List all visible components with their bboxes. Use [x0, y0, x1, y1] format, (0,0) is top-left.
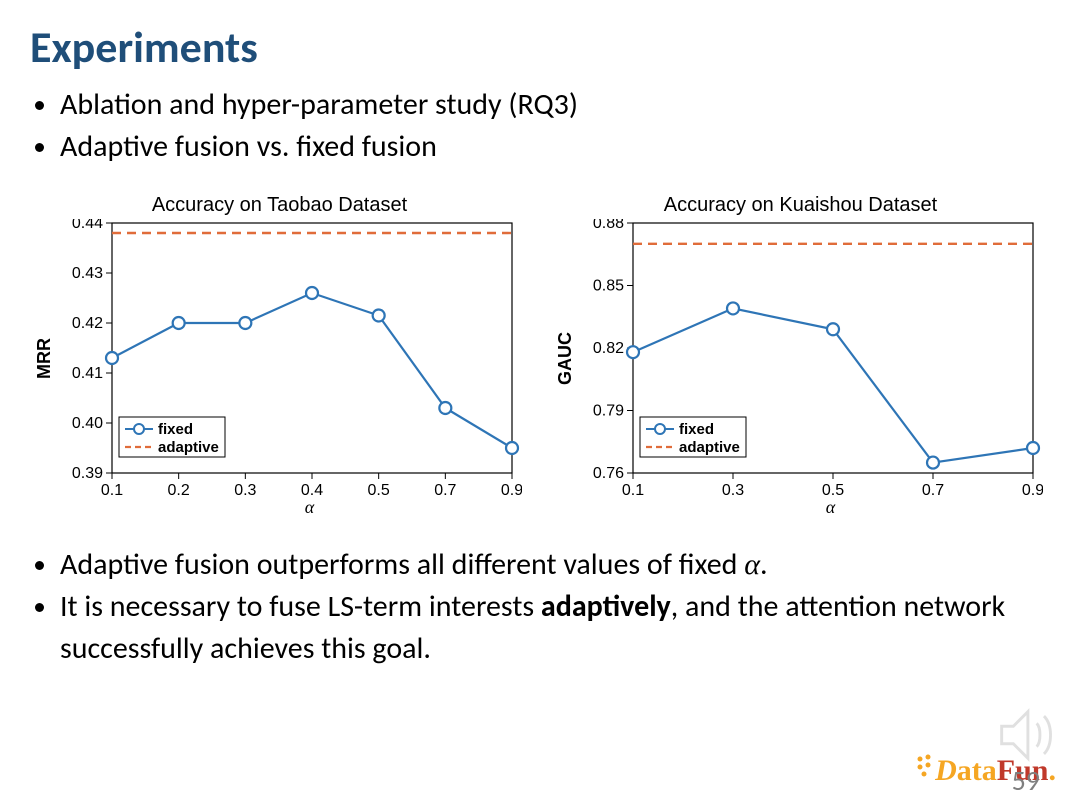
logo-dots-icon: [915, 752, 937, 780]
slide-number: 59: [1012, 763, 1040, 798]
logo-ata: ata: [957, 754, 997, 788]
chart-title: Accuracy on Kuaishou Dataset: [555, 194, 1046, 217]
svg-text:0.9: 0.9: [1022, 482, 1043, 497]
svg-text:0.5: 0.5: [822, 482, 844, 497]
logo-dot: .: [1049, 754, 1057, 788]
chart-ylabel: MRR: [34, 338, 55, 379]
svg-text:0.4: 0.4: [301, 482, 323, 497]
svg-text:0.82: 0.82: [593, 340, 624, 357]
svg-text:adaptive: adaptive: [158, 439, 219, 456]
svg-text:0.40: 0.40: [72, 415, 103, 432]
svg-text:0.7: 0.7: [922, 482, 944, 497]
alpha-symbol: α: [744, 548, 760, 581]
svg-text:0.3: 0.3: [234, 482, 256, 497]
svg-text:0.42: 0.42: [72, 315, 103, 332]
svg-text:0.5: 0.5: [368, 482, 390, 497]
bold-text: adaptively: [541, 588, 671, 625]
chart-ylabel: GAUC: [555, 332, 576, 385]
chart-title: Accuracy on Taobao Dataset: [34, 194, 525, 217]
logo-d: D: [935, 754, 957, 788]
svg-text:0.39: 0.39: [72, 465, 103, 482]
text: It is necessary to fuse LS-term interest…: [60, 588, 541, 625]
text: Adaptive fusion outperforms all differen…: [60, 546, 744, 583]
list-item: Ablation and hyper-parameter study (RQ3): [60, 84, 1050, 126]
chart-kuaishou: Accuracy on Kuaishou Dataset GAUC 0.760.…: [555, 194, 1046, 518]
list-item: It is necessary to fuse LS-term interest…: [60, 586, 1050, 670]
list-item: Adaptive fusion outperforms all differen…: [60, 544, 1050, 586]
svg-text:0.3: 0.3: [722, 482, 744, 497]
svg-text:adaptive: adaptive: [679, 439, 740, 456]
chart-xlabel: α: [94, 497, 525, 518]
svg-text:fixed: fixed: [158, 421, 193, 438]
charts-row: Accuracy on Taobao Dataset MRR 0.390.400…: [30, 194, 1050, 518]
top-bullet-list: Ablation and hyper-parameter study (RQ3)…: [46, 84, 1050, 168]
svg-text:0.1: 0.1: [622, 482, 644, 497]
svg-text:0.79: 0.79: [593, 403, 624, 420]
chart-xlabel: α: [615, 497, 1046, 518]
svg-text:0.76: 0.76: [593, 465, 624, 482]
chart-svg: 0.76 0.79 0.82 0.85 0.88 0.1 0.3 0.5 0.7 0.9 fixed…: [578, 219, 1043, 497]
svg-text:0.2: 0.2: [168, 482, 190, 497]
svg-text:0.85: 0.85: [593, 278, 624, 295]
chart-svg: 0.39 0.40 0.41 0.42 0.43 0.44 0.1 0.2 0.3 0.4 0.5 0…: [57, 219, 522, 497]
list-item: Adaptive fusion vs. fixed fusion: [60, 126, 1050, 168]
text: .: [760, 546, 768, 583]
svg-text:0.1: 0.1: [101, 482, 123, 497]
svg-text:0.43: 0.43: [72, 265, 103, 282]
svg-text:0.7: 0.7: [434, 482, 456, 497]
svg-text:0.88: 0.88: [593, 219, 624, 232]
svg-text:0.41: 0.41: [72, 365, 103, 382]
svg-text:0.44: 0.44: [72, 219, 103, 232]
svg-text:fixed: fixed: [679, 421, 714, 438]
svg-text:0.9: 0.9: [501, 482, 522, 497]
bottom-bullet-list: Adaptive fusion outperforms all differen…: [46, 544, 1050, 670]
slide-title: Experiments: [30, 20, 1050, 74]
chart-taobao: Accuracy on Taobao Dataset MRR 0.390.400…: [34, 194, 525, 518]
